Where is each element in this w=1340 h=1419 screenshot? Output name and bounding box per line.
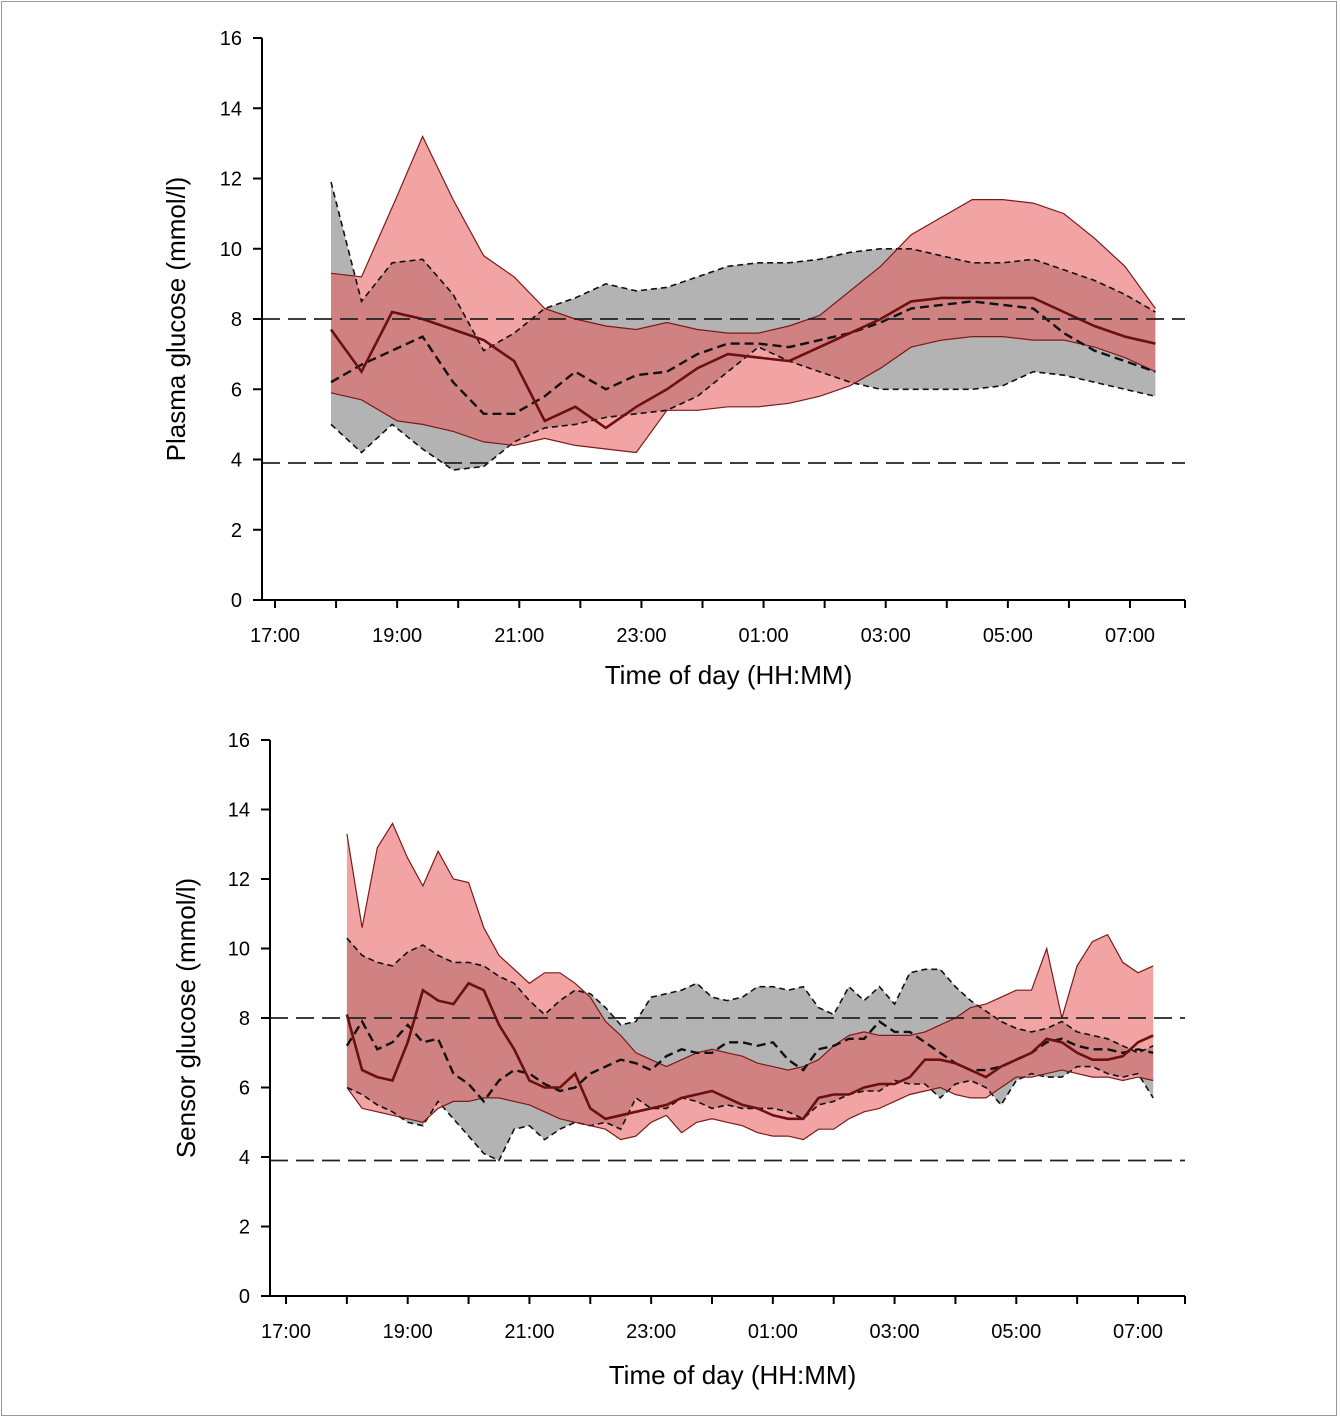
y-tick-label: 0	[239, 1286, 250, 1308]
red-band-area	[346, 823, 1154, 1140]
x-tick-label: 21:00	[504, 1321, 554, 1343]
red-median-line	[329, 296, 1156, 430]
x-axis-title: Time of day (HH:MM)	[609, 1360, 857, 1390]
grey-band-upper-line	[330, 181, 1156, 352]
x-tick-label: 05:00	[983, 625, 1033, 647]
y-tick-label: 16	[220, 28, 242, 50]
grey-band-lower-line	[346, 1065, 1154, 1162]
y-tick-label: 12	[228, 869, 250, 891]
y-tick-label: 6	[239, 1078, 250, 1100]
sensor-chart-svg: 0 2 4 6 8 10 12 14 16 17:00 19:00 21:00 23:00 01:00 03…	[171, 730, 1186, 1390]
sensor-glucose-chart: 0 2 4 6 8 10 12 14 16 17:00 19:00 21:00 23:00 01:00 03…	[0, 700, 1340, 1400]
red-band-upper-line	[330, 134, 1156, 334]
plasma-chart-svg: 0 2 4 6 8 10 12 14 16 17:00 19:00 21:00 23:00 01:00 03…	[161, 28, 1186, 690]
grey-band-lower-line	[330, 346, 1156, 471]
y-axis-title: Sensor glucose (mmol/l)	[171, 878, 201, 1158]
y-tick-label: 2	[239, 1217, 250, 1239]
y-tick-label: 4	[231, 450, 242, 472]
x-tick-label: 07:00	[1105, 625, 1155, 647]
x-tick-label: 01:00	[748, 1321, 798, 1343]
x-tick-label: 03:00	[870, 1321, 920, 1343]
x-tick-label: 01:00	[739, 625, 789, 647]
red-band-lower-line	[330, 336, 1156, 454]
x-tick-label: 03:00	[861, 625, 911, 647]
y-tick-label: 8	[239, 1008, 250, 1030]
x-tick-label: 19:00	[372, 625, 422, 647]
y-tick-label: 10	[220, 239, 242, 261]
x-tick-label: 17:00	[261, 1321, 311, 1343]
y-tick-label: 12	[220, 169, 242, 191]
x-tick-label: 21:00	[494, 625, 544, 647]
red-band-upper-line	[346, 822, 1154, 1071]
y-tick-label: 6	[231, 379, 242, 401]
y-tick-label: 10	[228, 939, 250, 961]
y-tick-label: 14	[228, 800, 250, 822]
x-tick-label: 23:00	[616, 625, 666, 647]
plasma-glucose-chart: 0 2 4 6 8 10 12 14 16 17:00 19:00 21:00 23:00 01:00 03…	[0, 0, 1340, 700]
x-axis-title: Time of day (HH:MM)	[605, 660, 853, 690]
y-tick-label: 0	[231, 590, 242, 612]
x-tick-label: 05:00	[991, 1321, 1041, 1343]
x-tick-label: 23:00	[626, 1321, 676, 1343]
x-tick-label: 19:00	[383, 1321, 433, 1343]
y-axis-title: Plasma glucose (mmol/l)	[161, 177, 191, 462]
y-tick-label: 2	[231, 520, 242, 542]
y-tick-label: 8	[231, 309, 242, 331]
y-tick-label: 4	[239, 1147, 250, 1169]
red-band-area	[331, 136, 1156, 453]
grey-median-line	[330, 300, 1156, 415]
x-tick-label: 07:00	[1113, 1321, 1163, 1343]
y-tick-label: 16	[228, 730, 250, 752]
x-tick-label: 17:00	[250, 625, 300, 647]
red-median-line	[345, 981, 1154, 1121]
y-tick-label: 14	[220, 98, 242, 120]
